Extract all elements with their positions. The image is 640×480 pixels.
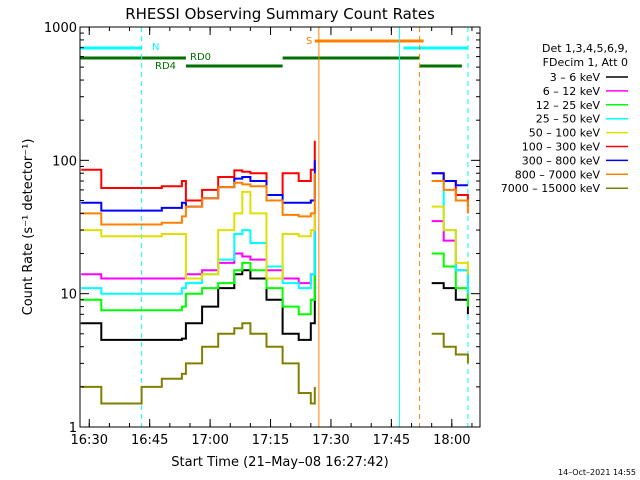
flag-label-rd0: RD0: [190, 52, 211, 63]
legend-label: 300 – 800 keV: [522, 154, 601, 167]
legend-label: 50 – 100 keV: [529, 127, 601, 140]
x-tick-label: 17:15: [252, 433, 289, 448]
series-line-4: [81, 190, 469, 280]
y-tick-label: 100: [52, 154, 77, 169]
x-tick-label: 16:30: [71, 433, 108, 448]
series-layer: [81, 140, 469, 405]
legend-label: 12 – 25 keV: [536, 99, 601, 112]
x-tick-label: 16:45: [131, 433, 168, 448]
y-axis: 1 10 100 1000: [44, 21, 480, 436]
plot-frame: [79, 26, 481, 428]
series-line-2: [81, 240, 469, 316]
y-axis-label: Count Rate (s⁻¹ detector⁻¹): [21, 139, 36, 316]
x-axis-label: Start Time (21–May–08 16:27:42): [171, 455, 388, 470]
x-tick-label: 18:00: [433, 433, 470, 448]
legend-label: 6 – 12 keV: [543, 85, 601, 98]
x-tick-label: 17:30: [312, 433, 349, 448]
y-tick-label: 1: [69, 421, 77, 436]
attenuator-vlines: [141, 27, 469, 427]
legend-label: 100 – 300 keV: [522, 141, 601, 154]
flag-label-rd4: RD4: [155, 61, 176, 72]
series-line-8: [81, 322, 469, 405]
series-line-5: [81, 140, 469, 207]
flag-label-n: N: [152, 42, 159, 53]
footer-timestamp: 14–Oct–2021 14:55: [558, 468, 636, 477]
x-axis: 16:30 16:45 17:00 17:15 17:30 17:45 18:00: [71, 27, 473, 448]
legend-label: 7000 – 15000 keV: [501, 182, 601, 195]
series-line-6: [81, 160, 468, 212]
legend-header-1: Det 1,3,4,5,6,9,: [542, 42, 628, 55]
legend-label: 25 – 50 keV: [536, 113, 601, 126]
legend-label: 3 – 6 keV: [550, 71, 601, 84]
y-tick-label: 1000: [44, 21, 77, 36]
observing-flags: N RD0 RD4 S: [80, 36, 468, 72]
series-line-7: [81, 173, 469, 226]
y-tick-label: 10: [60, 288, 77, 303]
series-line-3: [81, 180, 469, 295]
x-tick-label: 17:45: [373, 433, 410, 448]
legend-header-2: FDecim 1, Att 0: [543, 56, 628, 69]
x-tick-label: 17:00: [191, 433, 228, 448]
flag-label-s: S: [306, 36, 312, 47]
chart-title: RHESSI Observing Summary Count Rates: [125, 5, 435, 23]
legend-label: 800 – 7000 keV: [515, 168, 601, 181]
series-line-0: [81, 230, 469, 341]
